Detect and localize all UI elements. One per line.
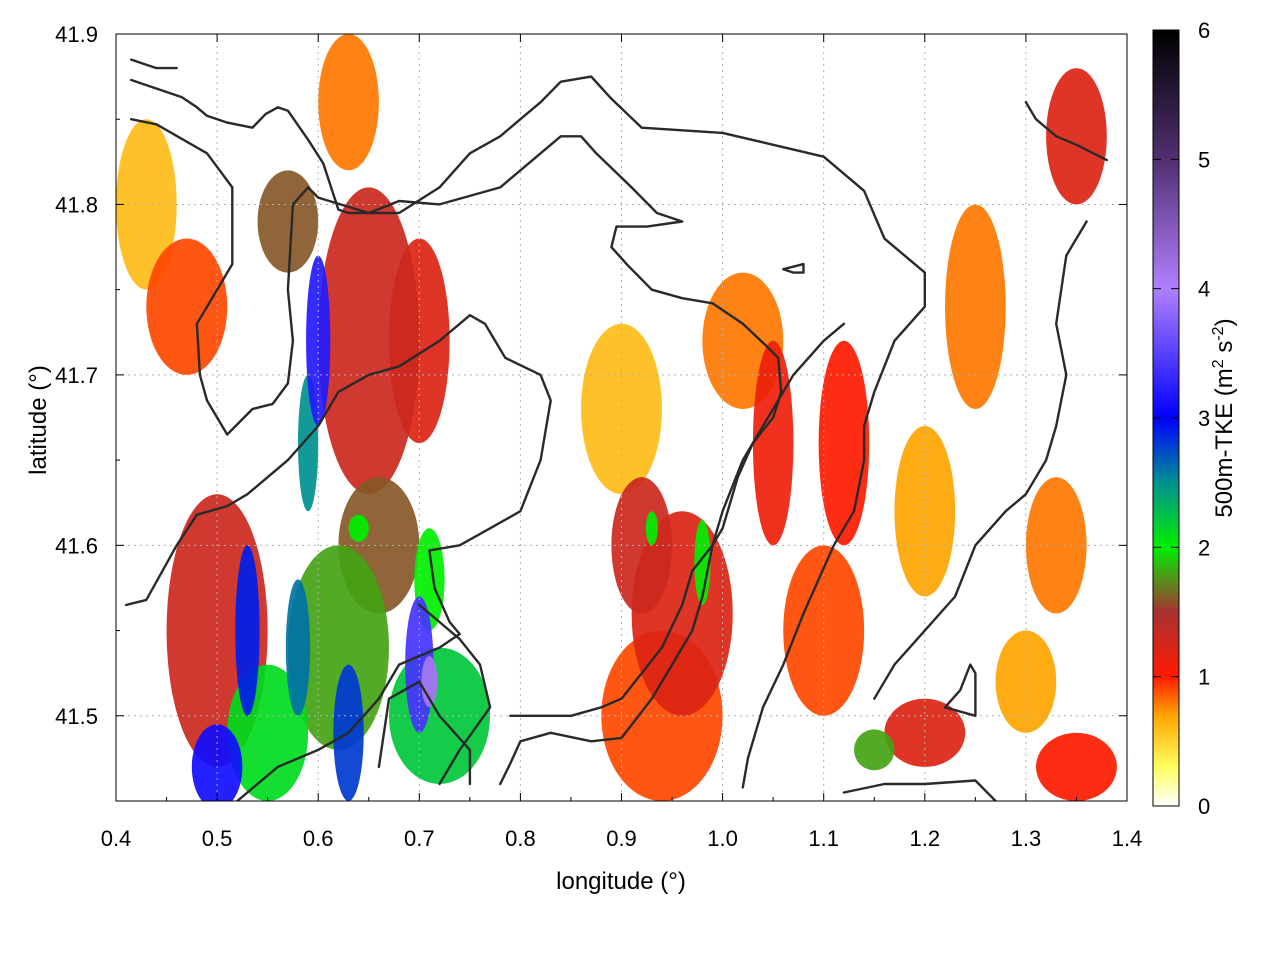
field-feature-38 <box>421 656 438 708</box>
field-feature-8 <box>146 238 228 375</box>
field-feature-32 <box>285 579 311 716</box>
x-axis-ticks: 0.4 0.5 0.6 0.7 0.8 0.9 1.0 1.1 1.2 1.3 1.4 <box>101 34 1143 851</box>
contour-line-10 <box>842 779 997 801</box>
contour-line-9 <box>418 603 492 786</box>
x-axis-label: longitude (°) <box>556 868 686 895</box>
field-feature-1 <box>581 323 662 495</box>
y-axis-label: latitude (°) <box>25 365 52 475</box>
field-feature-10 <box>783 545 865 716</box>
contour-line-5 <box>782 262 805 274</box>
field-feature-25 <box>348 514 369 542</box>
y-tick-label: 41.7 <box>55 363 98 388</box>
contour-line-6 <box>943 663 977 717</box>
y-tick-label: 41.9 <box>55 22 98 47</box>
field-feature-12 <box>1036 732 1117 801</box>
field-feature-2 <box>995 630 1057 733</box>
x-tick-label: 0.6 <box>303 826 334 851</box>
contour-line-8 <box>873 220 1088 700</box>
contour-line-0 <box>130 75 926 789</box>
colorbar-tick-label: 4 <box>1198 277 1210 302</box>
contour-line-3 <box>499 322 846 786</box>
contour-line-4 <box>130 58 178 70</box>
contour-line-2 <box>124 314 552 801</box>
field-feature-20 <box>611 477 673 614</box>
x-tick-label: 1.4 <box>1112 826 1143 851</box>
y-tick-label: 41.5 <box>55 704 98 729</box>
colorbar-tick-label: 5 <box>1198 147 1210 172</box>
field-feature-18 <box>318 187 420 495</box>
x-tick-label: 0.4 <box>101 826 132 851</box>
colorbar-tick-label: 6 <box>1198 18 1210 43</box>
x-tick-label: 0.5 <box>202 826 233 851</box>
field-feature-13 <box>752 340 794 546</box>
coastline-contours <box>124 58 1108 801</box>
x-tick-label: 1.2 <box>910 826 941 851</box>
y-axis-ticks: 41.5 41.6 41.7 41.8 41.9 <box>55 22 1127 802</box>
x-tick-label: 1.0 <box>707 826 738 851</box>
y-tick-label: 41.8 <box>55 192 98 217</box>
contour-line-1 <box>130 118 783 717</box>
field-feature-28 <box>694 519 711 605</box>
x-tick-label: 0.9 <box>606 826 637 851</box>
field-feature-27 <box>645 511 658 546</box>
contour-line-7 <box>1024 101 1108 162</box>
field-feature-34 <box>235 545 260 716</box>
field-feature-4 <box>318 34 379 171</box>
colorbar-tick-label: 0 <box>1198 794 1210 819</box>
colorbar-ticks: 0 1 2 3 4 5 6 <box>1153 18 1210 819</box>
colorbar-tick-label: 2 <box>1198 535 1210 560</box>
field-feature-35 <box>191 724 243 801</box>
field-feature-11 <box>818 340 870 546</box>
field-feature-17 <box>1046 68 1107 205</box>
field-feature-7 <box>1025 477 1087 614</box>
x-tick-label: 0.7 <box>404 826 435 851</box>
colorbar-label: 500m-TKE (m2 s-2) <box>1210 318 1238 517</box>
x-tick-label: 0.8 <box>505 826 536 851</box>
colorbar-tick-label: 1 <box>1198 665 1210 690</box>
colorbar: 0 1 2 3 4 5 6 500m-TKE (m2 s-2) <box>1152 18 1238 819</box>
x-tick-label: 1.1 <box>808 826 839 851</box>
field-feature-3 <box>894 426 956 597</box>
contour-line-11 <box>377 680 472 786</box>
x-tick-label: 1.3 <box>1011 826 1042 851</box>
field-feature-24 <box>854 729 895 771</box>
field-feature-23 <box>287 545 389 750</box>
colorbar-tick-label: 3 <box>1198 406 1210 431</box>
field-feature-21 <box>257 170 319 273</box>
field-feature-6 <box>945 204 1006 409</box>
y-tick-label: 41.6 <box>55 533 98 558</box>
grid-lines <box>116 34 1127 801</box>
